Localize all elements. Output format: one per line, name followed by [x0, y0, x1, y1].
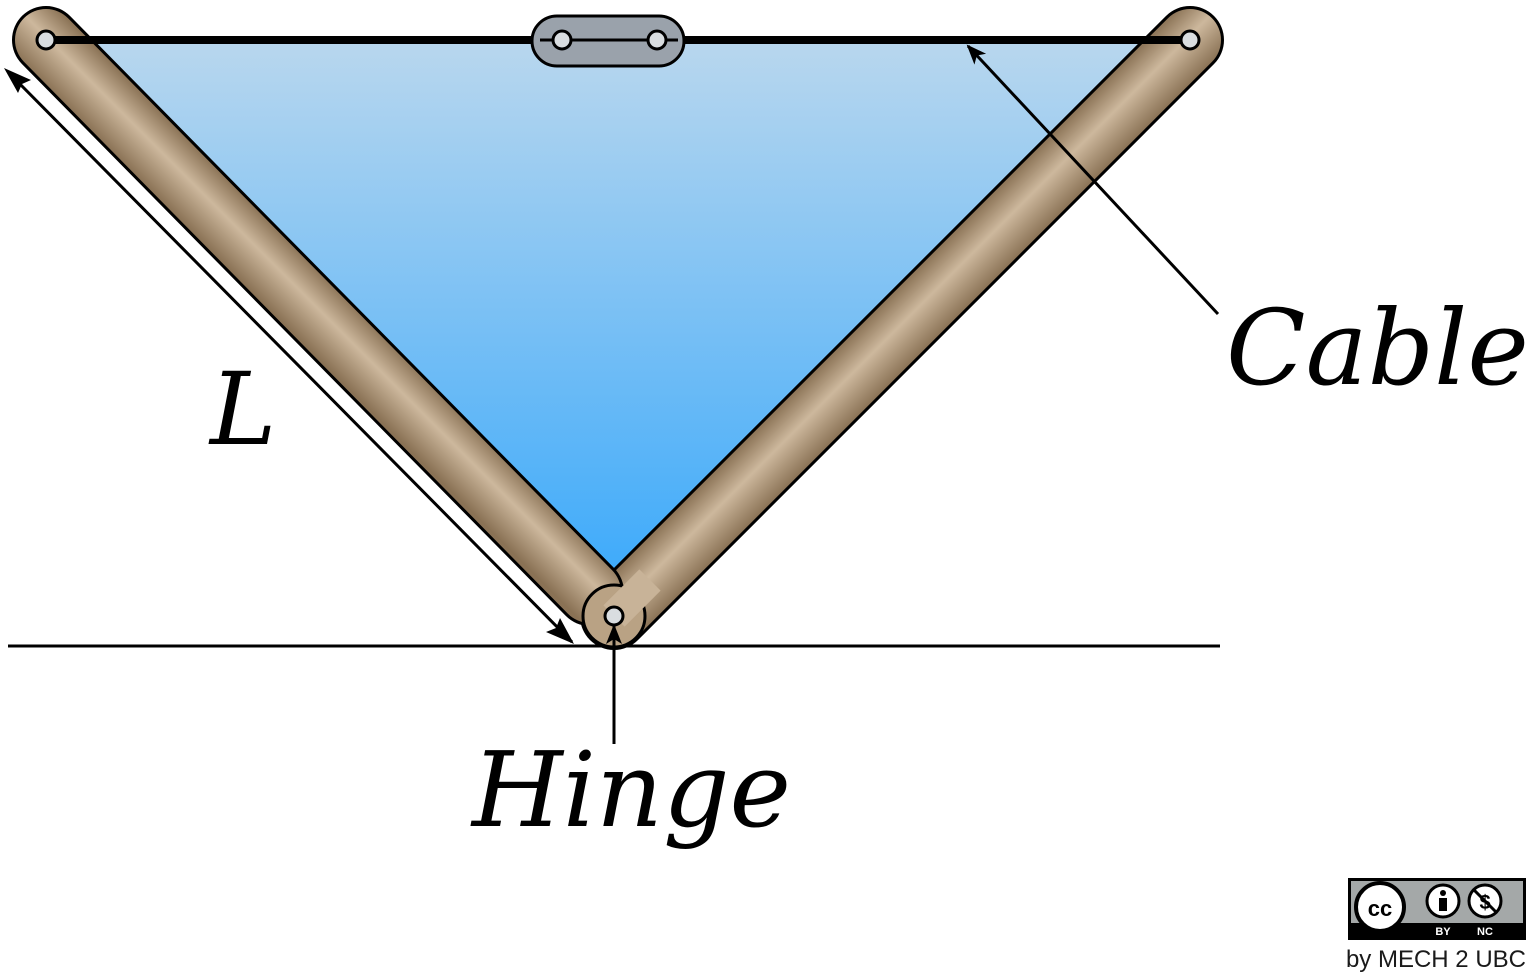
cable-leader-arrow [966, 44, 1220, 316]
pin-connector-right [646, 29, 668, 51]
hinge-label: Hinge [470, 729, 791, 851]
nc-text: NC [1477, 926, 1493, 938]
by-text: BY [1435, 926, 1451, 938]
length-label: L [208, 351, 276, 468]
cc-icon [1354, 881, 1406, 933]
water-region [67, 39, 1171, 594]
credit-text: by MECH 2 UBC [1346, 946, 1526, 973]
left-beam [15, 9, 621, 623]
right-beam [583, 9, 1221, 647]
length-arrowhead-bottom [546, 618, 574, 644]
pin-right [1179, 29, 1201, 51]
pin-hinge [603, 605, 625, 627]
pin-connector-left [551, 29, 573, 51]
length-dimension-arrow [12, 76, 574, 644]
cc-text: cc [1368, 896, 1392, 921]
license-badge: cc $ BY NC [1348, 878, 1526, 940]
cable-label: Cable [1226, 287, 1528, 409]
pin-left [35, 29, 57, 51]
length-arrowhead-top [4, 68, 31, 93]
